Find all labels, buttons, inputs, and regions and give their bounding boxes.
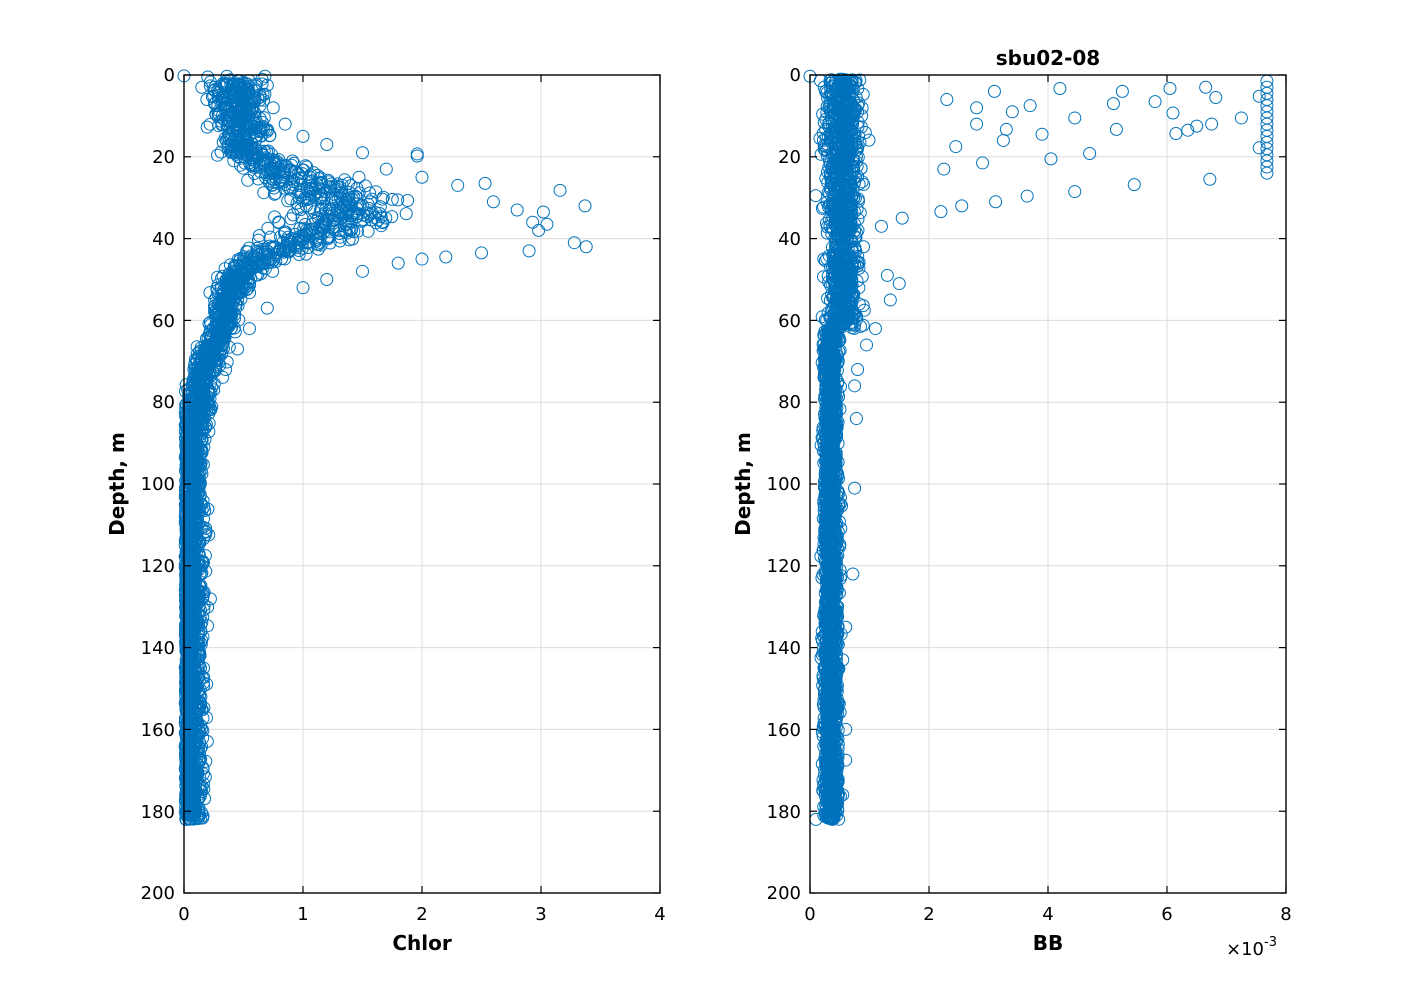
- chlor-cloud-point: [241, 173, 255, 187]
- chlor-cloud-point: [311, 242, 325, 256]
- chlor-cloud-point: [343, 224, 357, 238]
- chlor-cloud-point: [211, 148, 224, 162]
- chlor-x-tick-label: 2: [416, 904, 427, 925]
- chlor-cloud-point: [246, 120, 260, 134]
- chlor-cloud-point: [352, 170, 366, 184]
- chlor-cloud-point: [284, 192, 298, 206]
- chlor-y-tick-label: 60: [152, 311, 175, 332]
- chlor-cloud-point: [314, 171, 328, 185]
- chlor-y-tick-label: 100: [141, 474, 175, 495]
- chlor-cloud-point: [281, 194, 295, 208]
- chlor-y-tick-label: 200: [141, 883, 175, 904]
- chlor-cloud-point: [340, 226, 354, 240]
- chlor-cloud-point: [200, 93, 214, 106]
- chlor-cloud-point: [351, 224, 364, 238]
- chlor-cloud-point: [257, 186, 271, 200]
- chlor-point-cloud: [178, 72, 415, 826]
- chlor-y-tick-label: 120: [141, 556, 175, 577]
- chlor-y-tick-label: 20: [152, 147, 175, 168]
- chlor-panel: 0 1 2 3 4 0 20 40 60 80 100 120 140 160 …: [105, 65, 666, 955]
- chlor-y-axis-label: Depth, m: [105, 432, 129, 536]
- chlor-y-tick-label: 160: [141, 720, 175, 741]
- chlor-cloud-point: [216, 370, 230, 384]
- chlor-x-axis-label: Chlor: [392, 931, 452, 955]
- chlor-y-tick-label: 40: [152, 229, 175, 250]
- chlor-x-tick-label: 3: [535, 904, 546, 925]
- chlor-y-tick-label: 0: [164, 65, 175, 86]
- chlor-cloud-point: [342, 233, 356, 247]
- chlor-cloud-point: [385, 192, 399, 206]
- chlor-cloud-point: [391, 193, 405, 207]
- chlor-cloud-point: [303, 201, 317, 215]
- chlor-y-tick-label: 180: [141, 802, 175, 823]
- chlor-x-tick-label: 4: [654, 904, 665, 925]
- chlor-cloud-point: [363, 186, 377, 200]
- chlor-y-tick-label: 140: [141, 638, 175, 659]
- chlor-y-tick-label: 80: [152, 392, 175, 413]
- chlor-cloud-point: [375, 192, 389, 206]
- chlor-gridlines: [183, 74, 661, 894]
- chlor-cloud-point: [286, 154, 299, 168]
- chlor-x-tick-label: 1: [297, 904, 308, 925]
- chlor-x-tick-label: 0: [178, 904, 189, 925]
